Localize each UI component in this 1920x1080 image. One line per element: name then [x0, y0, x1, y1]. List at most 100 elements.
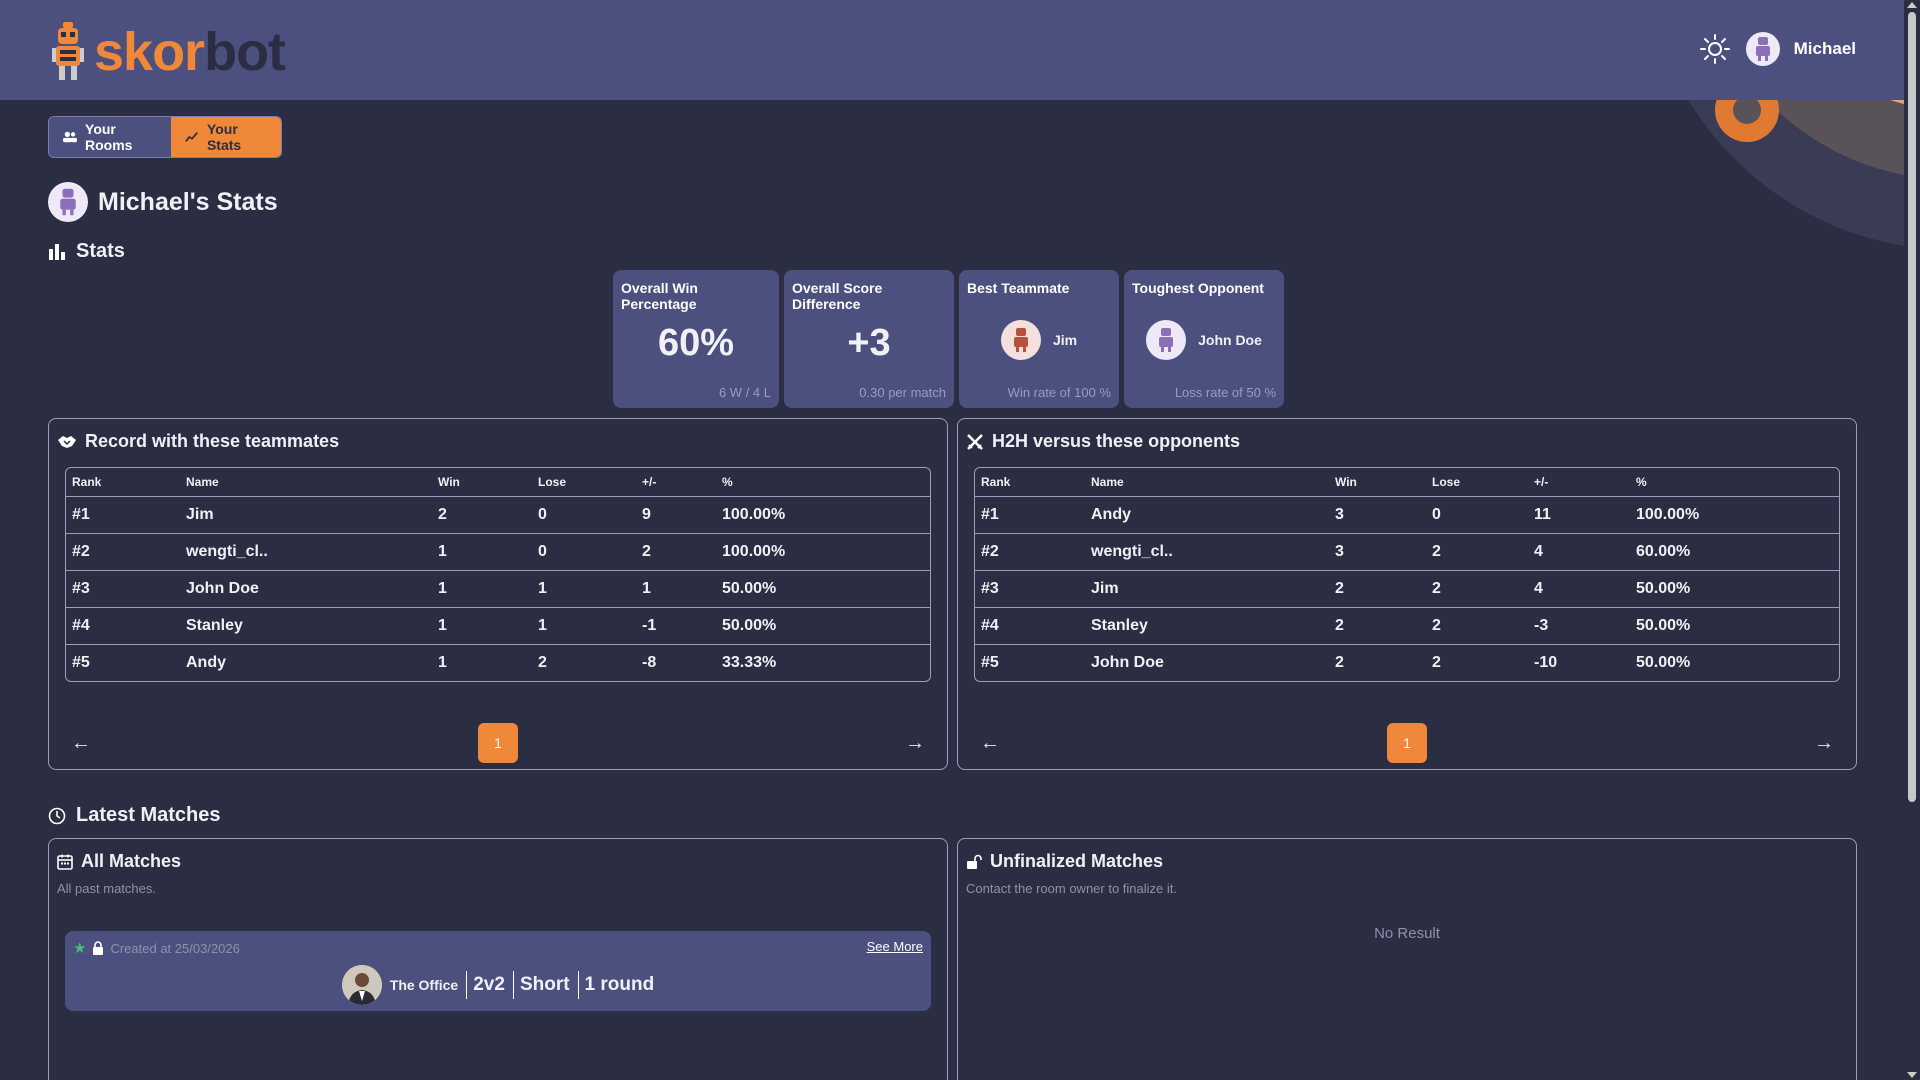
match-mode: 2v2 [466, 971, 505, 999]
teammates-table: Rank Name Win Lose +/- % #1 Jim 2 0 9 100.00%… [65, 467, 931, 682]
table-cell: 2 [1335, 653, 1344, 671]
table-cell: John Doe [1091, 653, 1164, 671]
column-header: % [716, 468, 930, 497]
skorbot-logo[interactable]: skorbot [50, 22, 286, 82]
next-page-arrow-icon[interactable]: → [1814, 731, 1834, 754]
top-header: skorbot Michael [0, 0, 1904, 100]
panel-subtitle: All past matches. [57, 881, 156, 896]
table-cell: -8 [642, 653, 657, 671]
toughest-opponent-name: John Doe [1198, 332, 1262, 348]
table-cell: Stanley [1085, 607, 1329, 645]
handshake-icon [58, 435, 76, 448]
panel-title: All Matches [57, 851, 181, 872]
tab-your-stats[interactable]: Your Stats [171, 117, 281, 157]
sun-theme-toggle-icon[interactable] [1698, 32, 1732, 66]
match-length: Short [512, 971, 570, 999]
panel-title: H2H versus these opponents [966, 431, 1240, 452]
robot-avatar-icon [1159, 328, 1174, 352]
card-title: Best Teammate [967, 280, 1070, 296]
card-title: Toughest Opponent [1132, 280, 1264, 296]
table-cell: 9 [636, 496, 716, 534]
table-cell: 2 [1329, 570, 1426, 608]
card-title: Overall Win Percentage [621, 280, 698, 312]
page-scrollbar[interactable] [1904, 0, 1920, 1080]
user-name[interactable]: Michael [1793, 39, 1856, 58]
table-cell: 50.00% [1630, 570, 1839, 608]
column-header: % [1630, 468, 1839, 497]
bar-chart-icon [49, 243, 65, 260]
table-cell: #1 [66, 496, 180, 534]
empty-state-text: No Result [1374, 925, 1440, 942]
table-cell: John Doe [180, 570, 432, 608]
table-cell: Stanley [180, 607, 432, 645]
table-cell: 0 [1426, 496, 1528, 534]
score-difference-card: Overall Score Difference +3 0.30 per mat… [784, 270, 954, 408]
latest-matches-title: Latest Matches [48, 804, 221, 827]
best-teammate-name: Jim [1052, 332, 1078, 348]
match-rounds: 1 round [577, 971, 654, 999]
table-row: #5 John Doe 2 2 -10 50.00% [975, 644, 1839, 681]
match-card[interactable]: ★ Created at 25/03/2026 See More The Off… [65, 931, 931, 1011]
table-cell: 2 [1329, 607, 1426, 645]
table-cell: #3 [66, 570, 180, 608]
table-cell: -10 [1534, 653, 1558, 671]
all-matches-panel: All Matches All past matches. ★ Created … [48, 838, 948, 1080]
see-more-link[interactable]: See More [866, 939, 923, 954]
win-percentage-card: Overall Win Percentage 60% 6 W / 4 L [613, 270, 779, 408]
page-title-text: Michael's Stats [98, 187, 278, 216]
clock-icon [48, 807, 66, 824]
scroll-up-arrow-icon[interactable] [1907, 2, 1917, 8]
table-cell: -1 [636, 607, 716, 645]
next-page-arrow-icon[interactable]: → [905, 731, 925, 754]
table-cell: 33.33% [722, 653, 777, 671]
table-row: #1 Andy 3 0 11 100.00% [975, 496, 1839, 534]
table-cell: 1 [636, 570, 716, 608]
table-cell: 100.00% [716, 496, 930, 534]
table-cell: 4 [1528, 570, 1630, 608]
table-cell: 100.00% [716, 533, 930, 571]
table-cell: Andy [1085, 496, 1329, 534]
table-cell: #5 [72, 653, 90, 671]
table-cell: 2 [636, 533, 716, 571]
robot-logo-icon [52, 22, 84, 80]
match-created-date: Created at 25/03/2026 [110, 940, 240, 956]
avatar [1146, 320, 1187, 360]
scrollbar-thumb[interactable] [1908, 12, 1916, 802]
table-cell: #4 [66, 607, 180, 645]
crossed-swords-icon [967, 433, 983, 450]
chart-trend-icon [185, 132, 198, 142]
table-header-row: Rank Name Win Lose +/- % [975, 468, 1839, 497]
view-tabs: Your Rooms Your Stats [48, 116, 282, 158]
per-match-value: 0.30 per match [859, 385, 946, 400]
table-row: #2 wengti_cl.. 3 2 4 60.00% [975, 533, 1839, 571]
tab-your-rooms[interactable]: Your Rooms [49, 117, 171, 157]
table-cell: wengti_cl.. [180, 533, 432, 571]
table-cell: 1 [432, 533, 532, 571]
page-number-button[interactable]: 1 [478, 723, 518, 763]
best-teammate-card: Best Teammate Jim Win rate of 100 % [959, 270, 1119, 408]
column-header: +/- [1528, 468, 1630, 497]
win-loss-count: 6 W / 4 L [718, 385, 771, 400]
table-row: #2 wengti_cl.. 1 0 2 100.00% [66, 533, 930, 571]
robot-avatar-icon [60, 188, 76, 216]
tab-your-stats-label: Your Stats [206, 121, 242, 153]
prev-page-arrow-icon[interactable]: ← [980, 731, 1000, 754]
table-cell: #4 [975, 607, 1085, 645]
opponents-pagination: ← 1 → [974, 723, 1840, 763]
win-rate: Win rate of 100 % [1007, 385, 1111, 400]
scroll-down-arrow-icon[interactable] [1907, 1072, 1917, 1078]
table-cell: 2 [1432, 653, 1441, 671]
prev-page-arrow-icon[interactable]: ← [71, 731, 91, 754]
avatar [1000, 320, 1041, 360]
table-cell: 1 [432, 570, 532, 608]
page-number-button[interactable]: 1 [1387, 723, 1427, 763]
table-cell: Jim [180, 496, 432, 534]
table-cell: 50.00% [716, 570, 930, 608]
table-cell: 0 [532, 533, 636, 571]
lock-icon [93, 941, 104, 955]
user-avatar[interactable] [1745, 32, 1780, 66]
table-cell: -3 [1528, 607, 1630, 645]
table-cell: 1 [532, 570, 636, 608]
logo-wordmark: skorbot [94, 22, 286, 82]
score-difference-value: +3 [847, 322, 891, 364]
